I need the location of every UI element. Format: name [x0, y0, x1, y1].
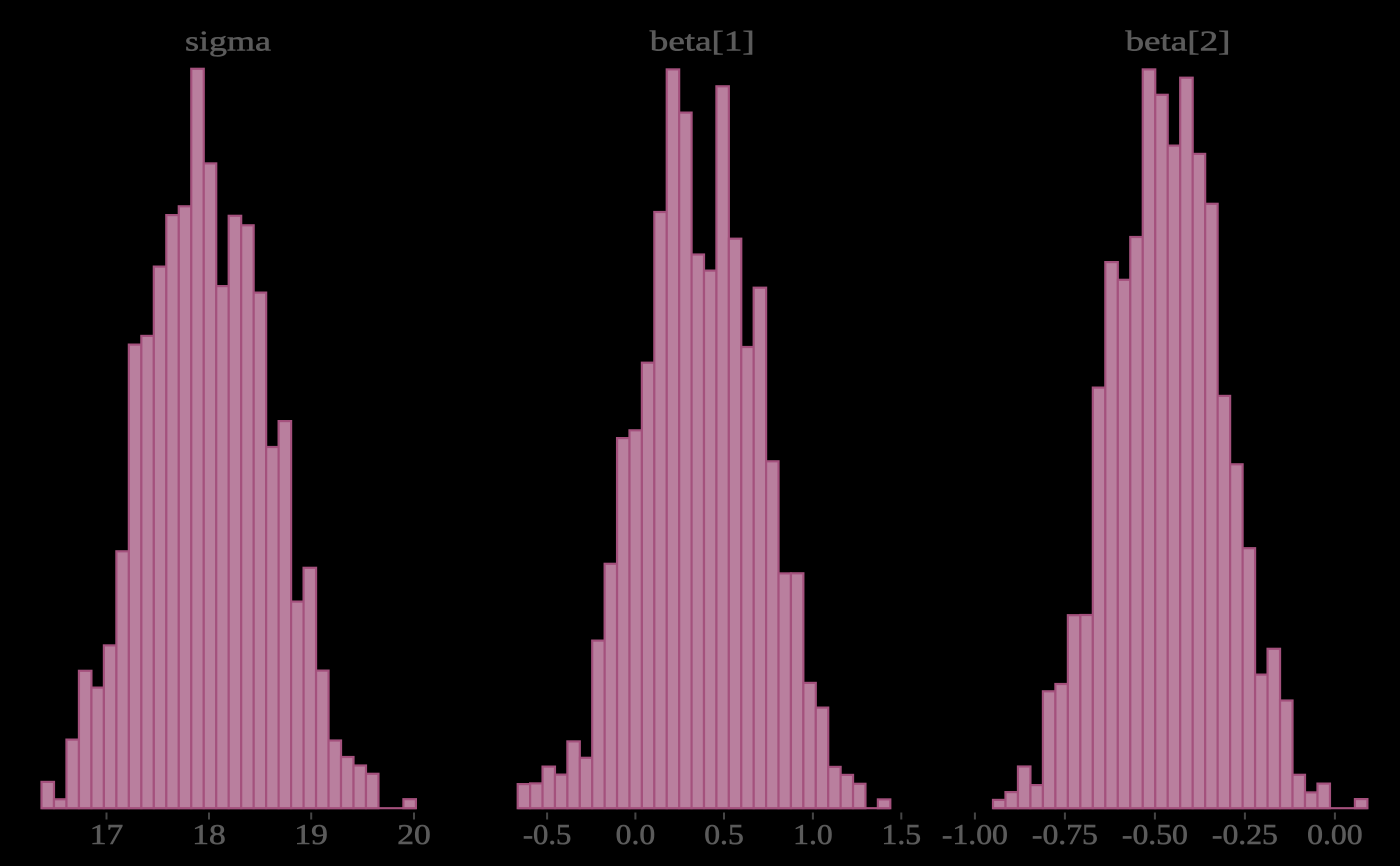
svg-text:beta[2]: beta[2] [1126, 26, 1231, 58]
svg-text:1.0: 1.0 [793, 820, 833, 851]
svg-text:-0.75: -0.75 [1032, 820, 1098, 851]
svg-text:0.00: 0.00 [1307, 820, 1363, 851]
svg-text:19: 19 [294, 820, 328, 851]
svg-text:0.5: 0.5 [704, 820, 744, 851]
svg-text:sigma: sigma [185, 26, 271, 58]
svg-text:-0.50: -0.50 [1122, 820, 1188, 851]
svg-text:-0.25: -0.25 [1212, 820, 1278, 851]
svg-text:0.0: 0.0 [616, 820, 656, 851]
svg-text:20: 20 [397, 820, 431, 851]
svg-text:18: 18 [192, 820, 226, 851]
svg-text:1.5: 1.5 [882, 820, 922, 851]
svg-text:-1.00: -1.00 [942, 820, 1008, 851]
svg-text:-0.5: -0.5 [523, 820, 572, 851]
svg-text:beta[1]: beta[1] [650, 26, 755, 58]
svg-text:17: 17 [90, 820, 124, 851]
